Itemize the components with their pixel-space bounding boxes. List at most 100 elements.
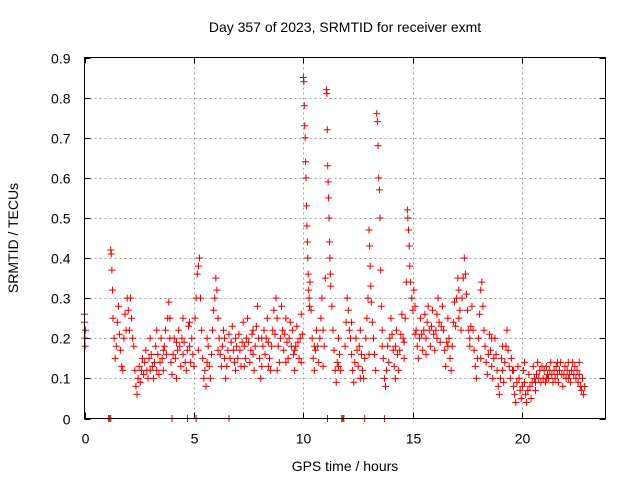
data-point	[496, 374, 504, 382]
data-point	[241, 354, 249, 362]
data-point	[472, 374, 480, 382]
data-point	[362, 334, 370, 342]
data-point	[204, 342, 212, 350]
data-point	[430, 330, 438, 338]
data-point	[112, 342, 120, 350]
data-point	[410, 286, 418, 294]
data-point	[572, 374, 580, 382]
data-point	[459, 274, 467, 282]
data-point	[226, 354, 234, 362]
data-point	[293, 322, 301, 330]
data-point	[405, 242, 413, 250]
data-point	[357, 350, 365, 358]
data-point	[392, 326, 400, 334]
data-point	[442, 362, 450, 370]
data-point	[158, 354, 166, 362]
data-point	[148, 362, 156, 370]
data-point	[203, 334, 211, 342]
data-point	[400, 338, 408, 346]
data-point	[579, 374, 587, 382]
data-point	[561, 362, 569, 370]
data-point	[107, 250, 115, 258]
data-point	[296, 334, 304, 342]
data-point	[389, 346, 397, 354]
data-point	[238, 338, 246, 346]
data-point	[328, 302, 336, 310]
x-tick-label: 0	[82, 431, 90, 447]
data-point	[386, 334, 394, 342]
data-point	[156, 358, 164, 366]
data-point	[404, 214, 412, 222]
y-tick-label: 0.9	[51, 51, 71, 67]
data-point	[186, 318, 194, 326]
data-point	[478, 278, 486, 286]
data-point	[573, 366, 581, 374]
data-point	[396, 346, 404, 354]
data-point	[315, 358, 323, 366]
data-point	[141, 358, 149, 366]
data-point	[116, 330, 124, 338]
data-point	[310, 342, 318, 350]
data-point	[257, 374, 265, 382]
data-point	[325, 238, 333, 246]
data-point	[415, 334, 423, 342]
data-point	[376, 214, 384, 222]
data-point	[419, 346, 427, 354]
data-point	[267, 366, 275, 374]
data-point	[401, 314, 409, 322]
data-point	[488, 334, 496, 342]
data-point	[276, 334, 284, 342]
data-point	[387, 314, 395, 322]
data-point	[475, 334, 483, 342]
data-point	[301, 134, 309, 142]
data-point	[413, 342, 421, 350]
data-point	[577, 386, 585, 394]
data-point	[438, 302, 446, 310]
data-point	[470, 346, 478, 354]
data-point	[431, 346, 439, 354]
axis-ticks	[84, 57, 606, 420]
data-point	[202, 382, 210, 390]
data-point	[324, 162, 332, 170]
data-point	[153, 326, 161, 334]
data-point	[113, 318, 121, 326]
data-point	[294, 338, 302, 346]
data-point	[477, 286, 485, 294]
data-point	[244, 314, 252, 322]
data-point	[270, 306, 278, 314]
data-point	[182, 366, 190, 374]
data-point	[471, 362, 479, 370]
data-point	[249, 350, 257, 358]
data-point	[301, 122, 309, 130]
data-point	[288, 326, 296, 334]
data-point	[564, 374, 572, 382]
data-point	[223, 362, 231, 370]
data-point	[136, 378, 144, 386]
data-point	[306, 278, 314, 286]
data-point	[408, 294, 416, 302]
data-point	[457, 326, 465, 334]
data-point	[161, 326, 169, 334]
x-tick-label: 5	[191, 431, 199, 447]
data-point	[511, 390, 519, 398]
data-point	[174, 346, 182, 354]
data-point	[326, 270, 334, 278]
data-point	[425, 326, 433, 334]
data-points	[81, 74, 589, 422]
data-point	[295, 354, 303, 362]
data-point	[348, 350, 356, 358]
data-point	[411, 330, 419, 338]
data-point	[364, 294, 372, 302]
data-point	[183, 346, 191, 354]
data-point	[432, 326, 440, 334]
data-point	[373, 110, 381, 118]
data-point	[542, 374, 550, 382]
data-point	[552, 362, 560, 370]
data-point	[279, 326, 287, 334]
data-point	[372, 366, 380, 374]
data-point	[220, 326, 228, 334]
y-tick-label: 0.2	[51, 331, 71, 347]
data-point	[273, 314, 281, 322]
data-point	[466, 342, 474, 350]
data-point	[235, 330, 243, 338]
